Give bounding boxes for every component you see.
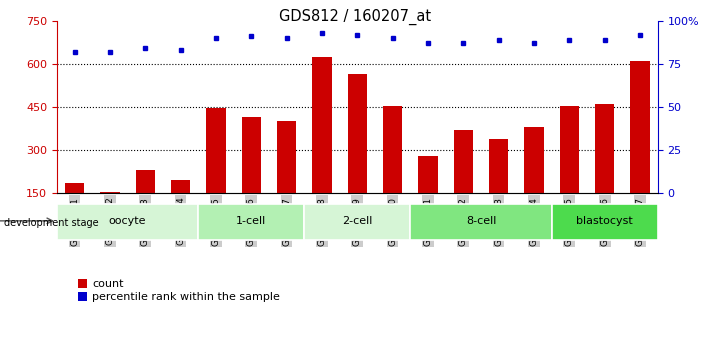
Bar [242,117,261,193]
Text: GSM22550: GSM22550 [388,197,397,246]
Bar [171,180,191,193]
Bar [383,106,402,193]
Bar [418,156,438,193]
Text: GSM22548: GSM22548 [317,197,326,246]
Bar [136,170,155,193]
Text: GSM22543: GSM22543 [141,197,150,246]
Bar [277,121,296,193]
Text: oocyte: oocyte [109,216,146,226]
Text: GSM22555: GSM22555 [565,197,574,246]
Bar [524,127,544,193]
Bar [206,108,225,193]
Bar [312,57,331,193]
Text: 2-cell: 2-cell [342,216,373,226]
Legend: count, percentile rank within the sample: count, percentile rank within the sample [77,278,281,303]
Bar [454,130,473,193]
Bar [100,192,119,193]
Text: GSM22552: GSM22552 [459,197,468,246]
Text: GSM22546: GSM22546 [247,197,256,246]
Bar [410,204,552,239]
Text: GSM22557: GSM22557 [636,197,644,246]
Bar [348,74,367,193]
Text: GSM22542: GSM22542 [105,197,114,245]
Text: GSM22544: GSM22544 [176,197,185,245]
Text: development stage: development stage [4,218,98,227]
Text: GSM22556: GSM22556 [600,197,609,246]
Text: GSM22547: GSM22547 [282,197,291,246]
Bar [65,183,85,193]
Text: 1-cell: 1-cell [236,216,267,226]
Text: GSM22545: GSM22545 [211,197,220,246]
Text: 8-cell: 8-cell [466,216,496,226]
Text: GSM22553: GSM22553 [494,197,503,246]
Bar [57,204,198,239]
Bar [552,204,658,239]
Text: blastocyst: blastocyst [577,216,633,226]
Bar [595,104,614,193]
Text: GSM22551: GSM22551 [424,197,432,246]
Bar [630,61,650,193]
Bar [198,204,304,239]
Text: GSM22549: GSM22549 [353,197,362,246]
Bar [489,139,508,193]
Bar [304,204,410,239]
Text: GDS812 / 160207_at: GDS812 / 160207_at [279,9,432,25]
Bar [560,106,579,193]
Text: GSM22554: GSM22554 [530,197,538,246]
Text: GSM22541: GSM22541 [70,197,79,246]
